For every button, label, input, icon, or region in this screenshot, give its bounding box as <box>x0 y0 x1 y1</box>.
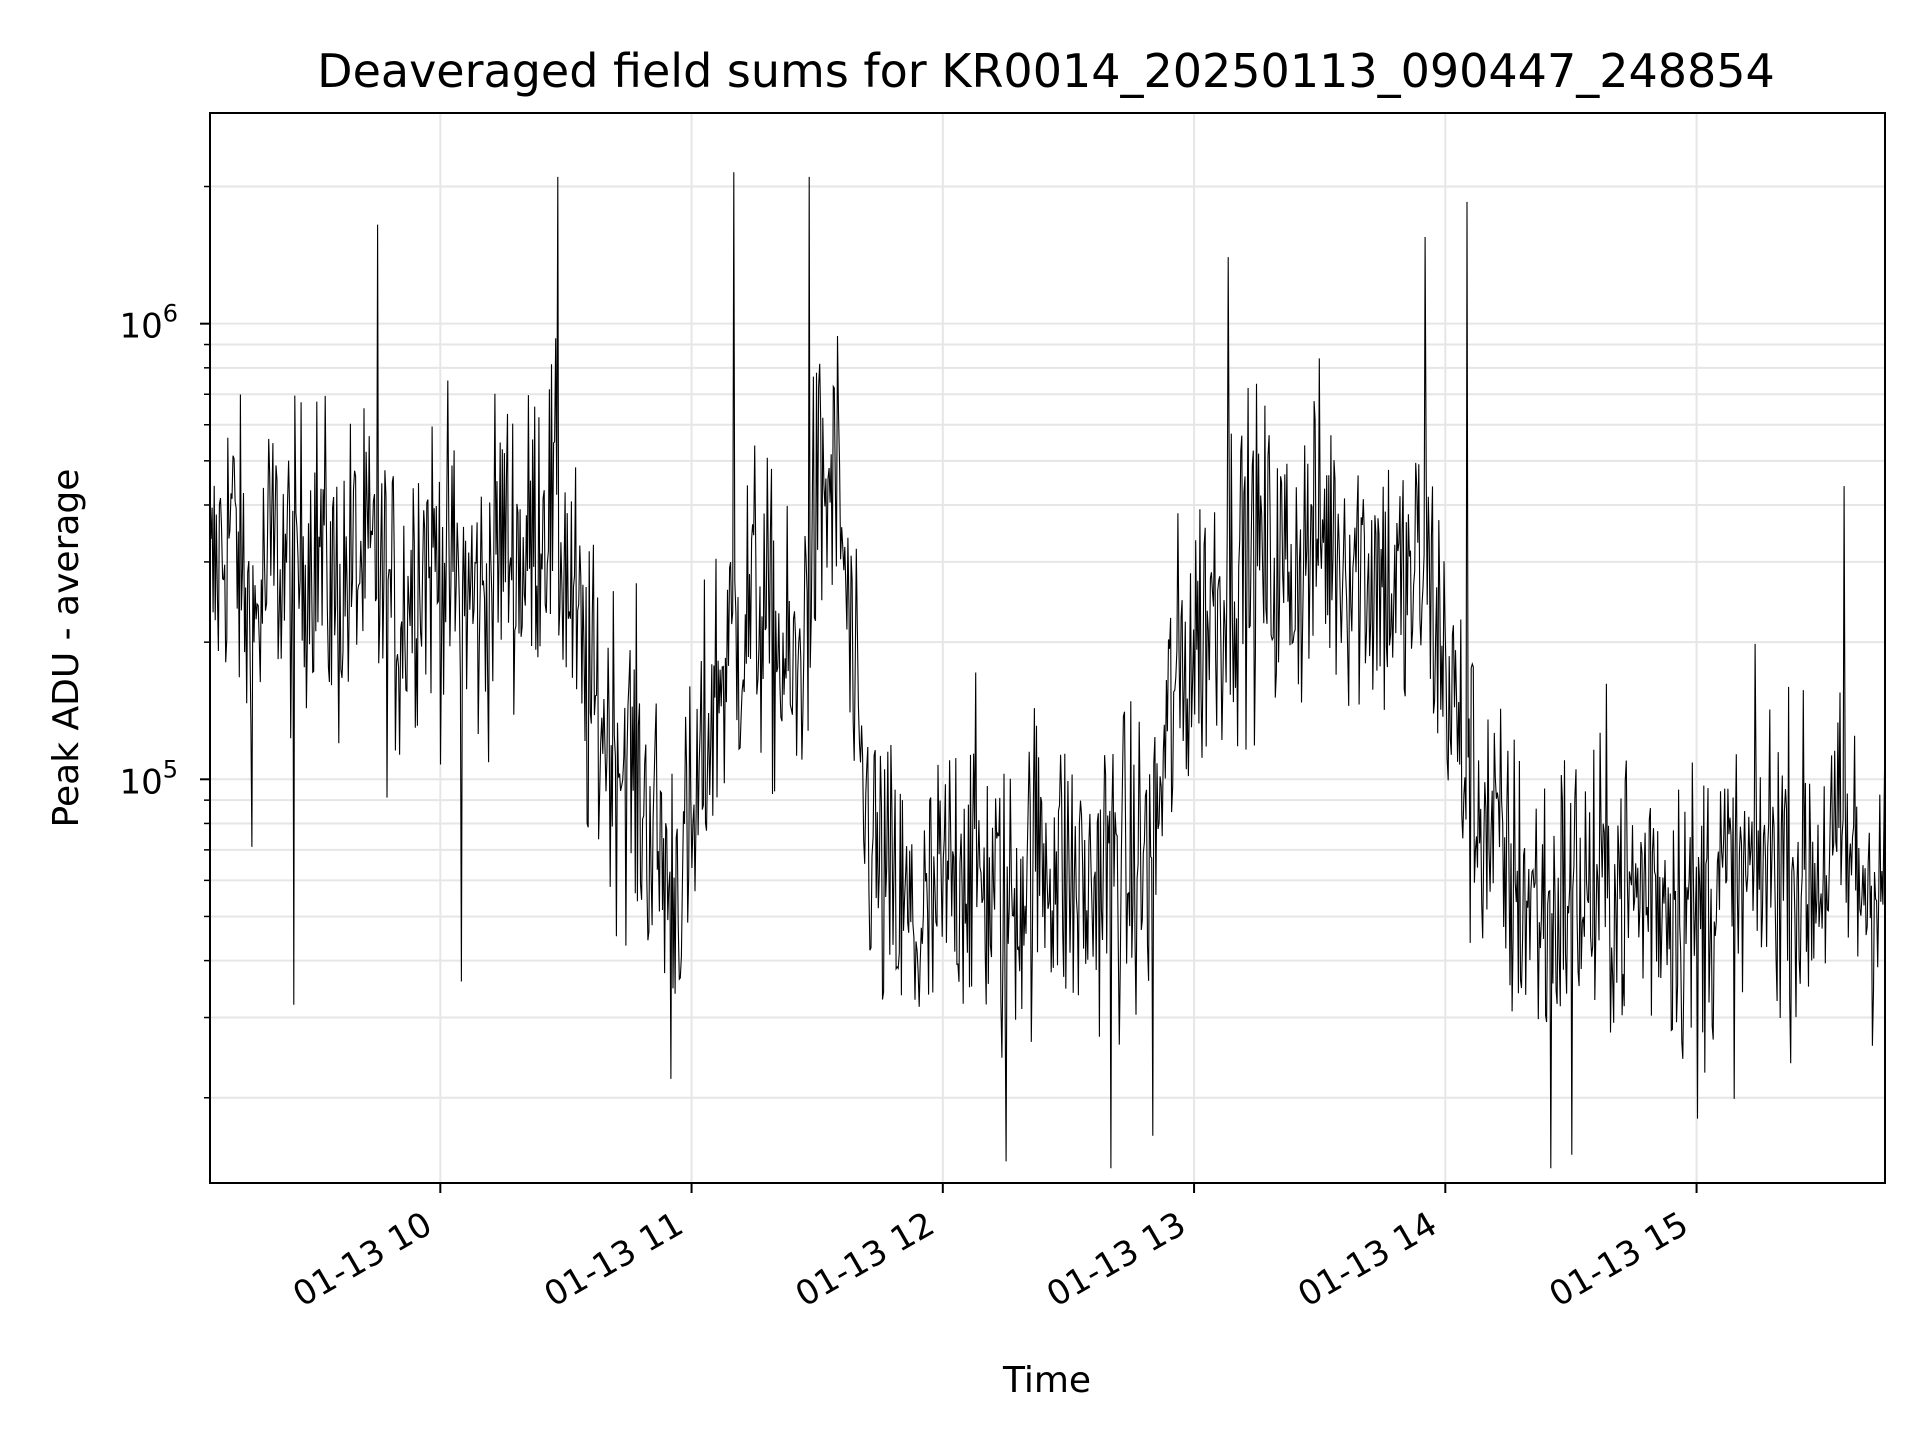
chart-title: Deaveraged field sums for KR0014_2025011… <box>317 44 1775 98</box>
series-line <box>210 172 1885 1169</box>
y-tick-label: 105 <box>119 755 178 802</box>
plot-frame <box>209 112 1886 1184</box>
plot-area <box>210 172 1885 1169</box>
x-axis-label: Time <box>1002 1360 1091 1401</box>
y-axis-label: Peak ADU - average <box>46 469 87 828</box>
y-tick-label: 106 <box>119 300 178 347</box>
y-axis: 105 106 <box>119 185 210 1099</box>
